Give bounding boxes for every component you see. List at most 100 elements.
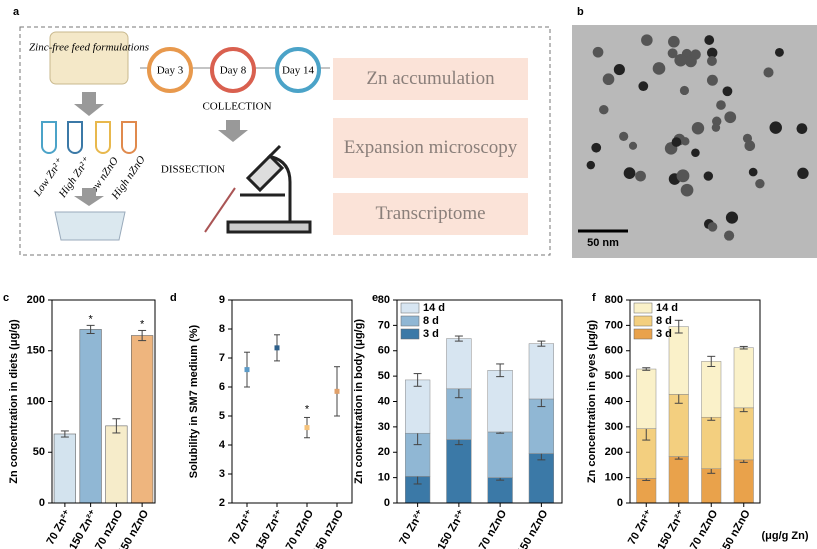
error-bar [413, 373, 422, 387]
particle [748, 167, 758, 177]
particle [592, 46, 604, 58]
particle [722, 86, 733, 97]
y-tick-label: 0 [384, 497, 390, 509]
panel-label: b [577, 6, 584, 18]
y-tick-label: 10 [378, 472, 390, 484]
y-tick-label: 0 [39, 497, 45, 509]
panel-label: a [13, 6, 20, 18]
particle [774, 47, 784, 57]
marker [244, 367, 250, 373]
arrow [74, 92, 104, 116]
legend-swatch [633, 315, 653, 327]
y-tick-label: 150 [27, 345, 45, 357]
scroll [49, 31, 129, 85]
error-bar [496, 363, 505, 378]
particle [712, 116, 722, 126]
particle [671, 137, 682, 147]
particle [703, 171, 714, 181]
day-label: Day 3 [157, 65, 184, 77]
particle [706, 56, 717, 66]
bar-segment [487, 370, 513, 433]
significance: * [305, 403, 310, 415]
day-label: Day 14 [282, 65, 315, 77]
particle [706, 47, 718, 59]
step-label: DISSECTION [161, 164, 225, 176]
x-tick-label: 150 nZnO [717, 508, 753, 549]
y-tick-label: 2 [219, 497, 225, 509]
particle [704, 35, 715, 45]
analysis-box: Expansion microscopy [333, 118, 528, 178]
error-bar [739, 345, 748, 350]
y-tick-label: 800 [605, 294, 623, 306]
x-tick-label: 70 Zn²⁺ [397, 508, 427, 547]
particles [586, 34, 809, 241]
x-tick-label: 70 nZnO [688, 508, 721, 549]
bar [79, 329, 102, 504]
y-tick-label: 50 [33, 446, 45, 458]
particle [602, 73, 615, 86]
plot-frame [51, 299, 156, 504]
particle [707, 222, 718, 232]
particle [723, 230, 735, 241]
y-tick-label: 200 [27, 294, 45, 306]
bar-segment [733, 347, 754, 409]
day-circle [210, 47, 256, 93]
marker [304, 425, 310, 431]
legend-label: 14 d [656, 302, 678, 314]
step-label: COLLECTION [202, 101, 271, 113]
y-tick-label: 20 [378, 446, 390, 458]
error-bar [674, 319, 683, 334]
day-circle [147, 47, 193, 93]
arrow [218, 120, 248, 142]
y-axis-label: Zn concentration in body (μg/g) [353, 319, 365, 484]
particle [591, 142, 602, 153]
analysis-box: Zn accumulation [333, 58, 528, 100]
legend-swatch [633, 328, 653, 340]
particle [691, 122, 705, 135]
significance: * [140, 318, 145, 330]
x-tick-label: 150 Zn²⁺ [254, 508, 287, 549]
particle [724, 111, 737, 124]
bar [131, 335, 154, 504]
frame [19, 26, 551, 256]
particle [668, 35, 680, 48]
bar-segment [446, 338, 472, 390]
particle [599, 104, 609, 115]
legend-label: 14 d [423, 302, 445, 314]
particle [755, 178, 765, 189]
y-tick-label: 100 [27, 395, 45, 407]
y-tick-label: 8 [219, 323, 225, 335]
analysis-box: Transcriptome [333, 193, 528, 235]
bar-segment [733, 407, 754, 461]
dish [54, 211, 126, 241]
y-tick-label: 9 [219, 294, 225, 306]
microscope [204, 144, 312, 234]
legend-label: 8 d [656, 315, 672, 327]
day-circle [275, 47, 321, 93]
y-axis-label: Zn concentration in diets (μg/g) [8, 319, 20, 484]
particle [679, 85, 690, 96]
y-tick-label: 500 [605, 370, 623, 382]
bar-segment [701, 416, 722, 469]
particle [690, 49, 701, 60]
x-tick-label: 70 nZnO [284, 508, 317, 549]
y-tick-label: 200 [605, 446, 623, 458]
particle [763, 67, 774, 78]
particle [652, 62, 666, 75]
particle [667, 48, 678, 59]
scale-label: 50 nm [587, 237, 619, 249]
y-axis-label: Solubility in SM7 medium (%) [188, 324, 200, 478]
bar-segment [405, 379, 431, 434]
particle [586, 160, 596, 170]
error-bar [454, 335, 463, 342]
y-axis-label: Zn concentration in eyes (μg/g) [586, 320, 598, 484]
bar-segment [636, 368, 657, 429]
bar [105, 425, 128, 504]
panel-label: e [372, 292, 378, 304]
bar-segment [701, 468, 722, 504]
y-tick-label: 30 [378, 421, 390, 433]
particle [796, 123, 808, 134]
plot-frame [396, 299, 563, 504]
error-bar [60, 430, 69, 438]
